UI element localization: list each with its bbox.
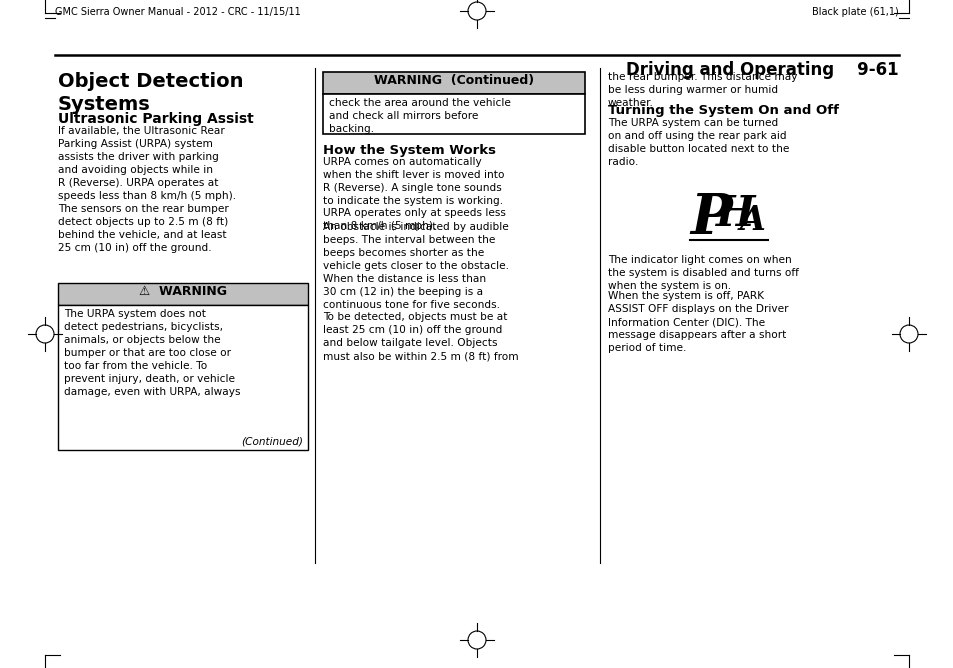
Text: A: A [740, 204, 765, 238]
Text: (Continued): (Continued) [241, 436, 303, 446]
Text: To be detected, objects must be at
least 25 cm (10 in) off the ground
and below : To be detected, objects must be at least… [323, 312, 518, 361]
Text: H: H [716, 193, 755, 235]
Bar [323, 72, 584, 94]
Text: WARNING  (Continued): WARNING (Continued) [374, 74, 534, 87]
Text: The URPA system does not
detect pedestrians, bicyclists,
animals, or objects bel: The URPA system does not detect pedestri… [64, 309, 240, 397]
Bar [58, 305, 308, 450]
Bar [323, 94, 584, 134]
Text: ⚠  WARNING: ⚠ WARNING [139, 285, 227, 298]
Text: The indicator light comes on when
the system is disabled and turns off
when the : The indicator light comes on when the sy… [607, 255, 798, 291]
Text: URPA operates only at speeds less
than 8 km/h (5 mph).: URPA operates only at speeds less than 8… [323, 208, 505, 231]
Text: When the system is off, PARK
ASSIST OFF displays on the Driver
Information Cente: When the system is off, PARK ASSIST OFF … [607, 291, 788, 353]
Text: Driving and Operating    9-61: Driving and Operating 9-61 [626, 61, 898, 79]
Bar [58, 283, 308, 305]
Text: the rear bumper. This distance may
be less during warmer or humid
weather.: the rear bumper. This distance may be le… [607, 72, 797, 108]
Text: URPA comes on automatically
when the shift lever is moved into
R (Reverse). A si: URPA comes on automatically when the shi… [323, 157, 504, 206]
Text: GMC Sierra Owner Manual - 2012 - CRC - 11/15/11: GMC Sierra Owner Manual - 2012 - CRC - 1… [55, 7, 300, 17]
Text: Object Detection
Systems: Object Detection Systems [58, 72, 243, 114]
Text: Black plate (61,1): Black plate (61,1) [811, 7, 898, 17]
Text: Ultrasonic Parking Assist: Ultrasonic Parking Assist [58, 112, 253, 126]
Text: P: P [689, 190, 731, 246]
Text: An obstacle is indicated by audible
beeps. The interval between the
beeps become: An obstacle is indicated by audible beep… [323, 222, 509, 310]
Text: How the System Works: How the System Works [323, 144, 496, 157]
Text: Turning the System On and Off: Turning the System On and Off [607, 104, 838, 117]
Text: The URPA system can be turned
on and off using the rear park aid
disable button : The URPA system can be turned on and off… [607, 118, 788, 167]
Text: check the area around the vehicle
and check all mirrors before
backing.: check the area around the vehicle and ch… [329, 98, 511, 134]
Text: If available, the Ultrasonic Rear
Parking Assist (URPA) system
assists the drive: If available, the Ultrasonic Rear Parkin… [58, 126, 236, 253]
